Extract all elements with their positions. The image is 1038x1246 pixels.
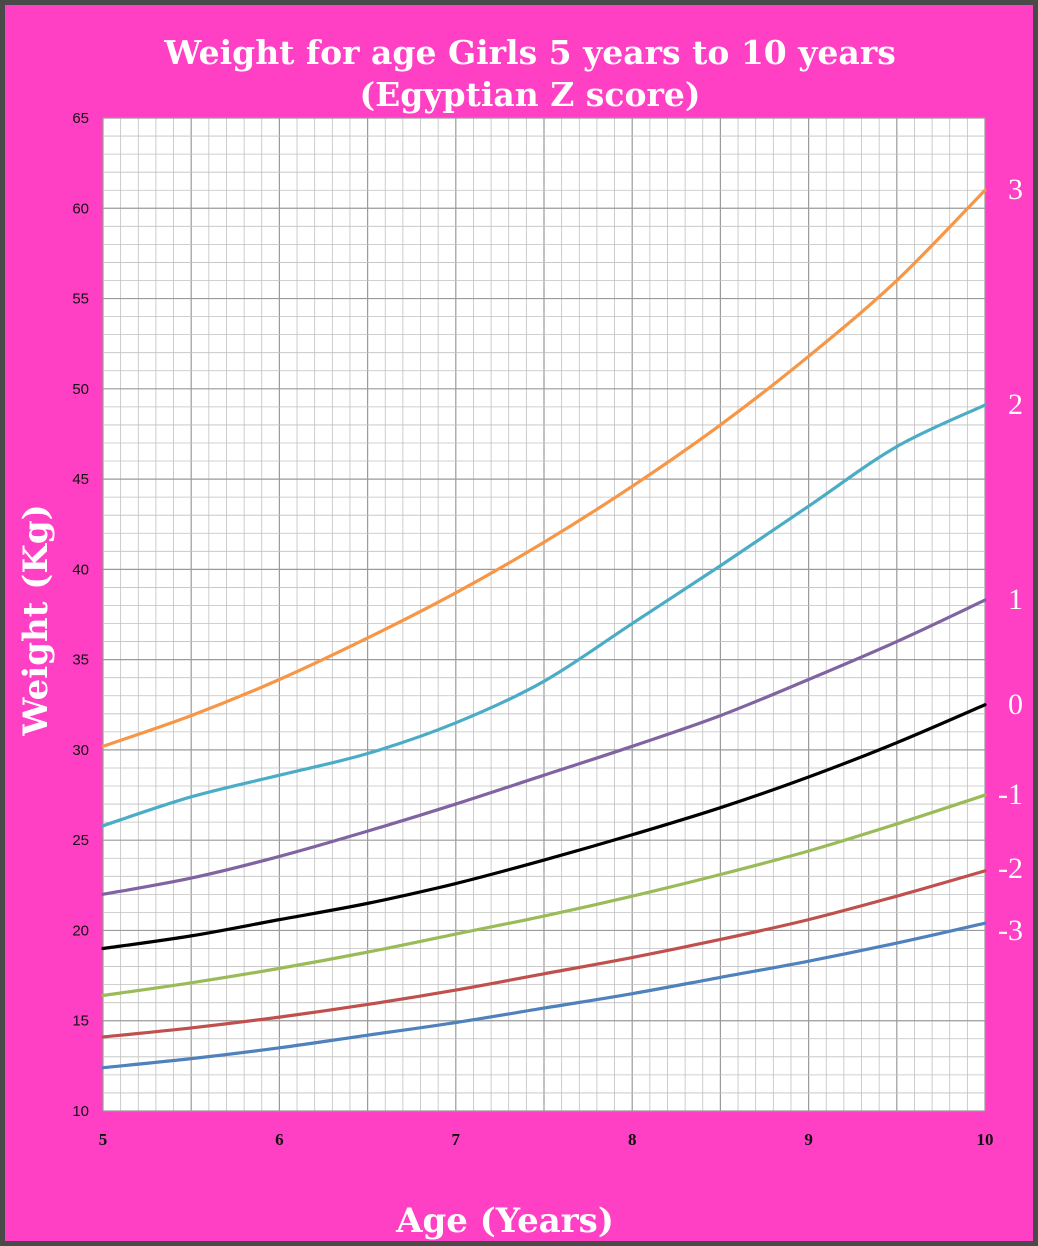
- x-tick-label: 5: [99, 1130, 108, 1149]
- x-tick-label: 9: [804, 1130, 813, 1149]
- z-score-label: 1: [1008, 583, 1023, 616]
- x-tick-label: 7: [452, 1130, 461, 1149]
- grid: [102, 117, 986, 1112]
- y-tick-label: 20: [72, 922, 89, 939]
- y-axis-title: Weight (Kg): [16, 504, 56, 737]
- y-tick-label: 45: [72, 471, 89, 488]
- y-tick-label: 25: [72, 832, 89, 849]
- series-layer: [101, 188, 987, 1070]
- y-tick-label: 35: [72, 652, 89, 669]
- x-axis-ticks: 5 6 7 8 9 10: [99, 1130, 994, 1149]
- y-tick-label: 15: [72, 1013, 89, 1030]
- y-tick-label: 10: [72, 1103, 89, 1120]
- series-line-z-0: [101, 703, 987, 951]
- z-score-labels: 3 2 1 0 -1 -2 -3: [998, 173, 1023, 947]
- series-line-z-minus-3: [101, 921, 987, 1070]
- y-tick-label: 40: [72, 561, 89, 578]
- y-tick-label: 60: [72, 200, 89, 217]
- y-tick-label: 50: [72, 381, 89, 398]
- z-score-label: 3: [1008, 173, 1023, 206]
- x-tick-label: 6: [275, 1130, 284, 1149]
- z-score-label: -2: [998, 852, 1023, 885]
- y-tick-label: 55: [72, 291, 89, 308]
- series-line-z-minus-1: [101, 793, 987, 998]
- z-score-label: -3: [998, 914, 1023, 947]
- series-line-z-minus-2: [101, 869, 987, 1039]
- z-score-label: 0: [1008, 688, 1023, 721]
- chart-subtitle: (Egyptian Z score): [360, 75, 701, 114]
- x-axis-title: Age (Years): [395, 1201, 614, 1241]
- series-line-z-2: [101, 403, 987, 828]
- y-axis-ticks: 10 15 20 25 30 35 40 45 50 55 60 65: [72, 110, 89, 1120]
- y-tick-label: 65: [72, 110, 89, 127]
- chart-title: Weight for age Girls 5 years to 10 years: [163, 33, 896, 72]
- x-tick-label: 8: [628, 1130, 637, 1149]
- y-tick-label: 30: [72, 742, 89, 759]
- z-score-label: 2: [1008, 388, 1023, 421]
- x-tick-label: 10: [977, 1130, 994, 1149]
- series-line-z-1: [101, 598, 987, 896]
- series-line-z-3: [101, 188, 987, 748]
- z-score-label: -1: [998, 778, 1023, 811]
